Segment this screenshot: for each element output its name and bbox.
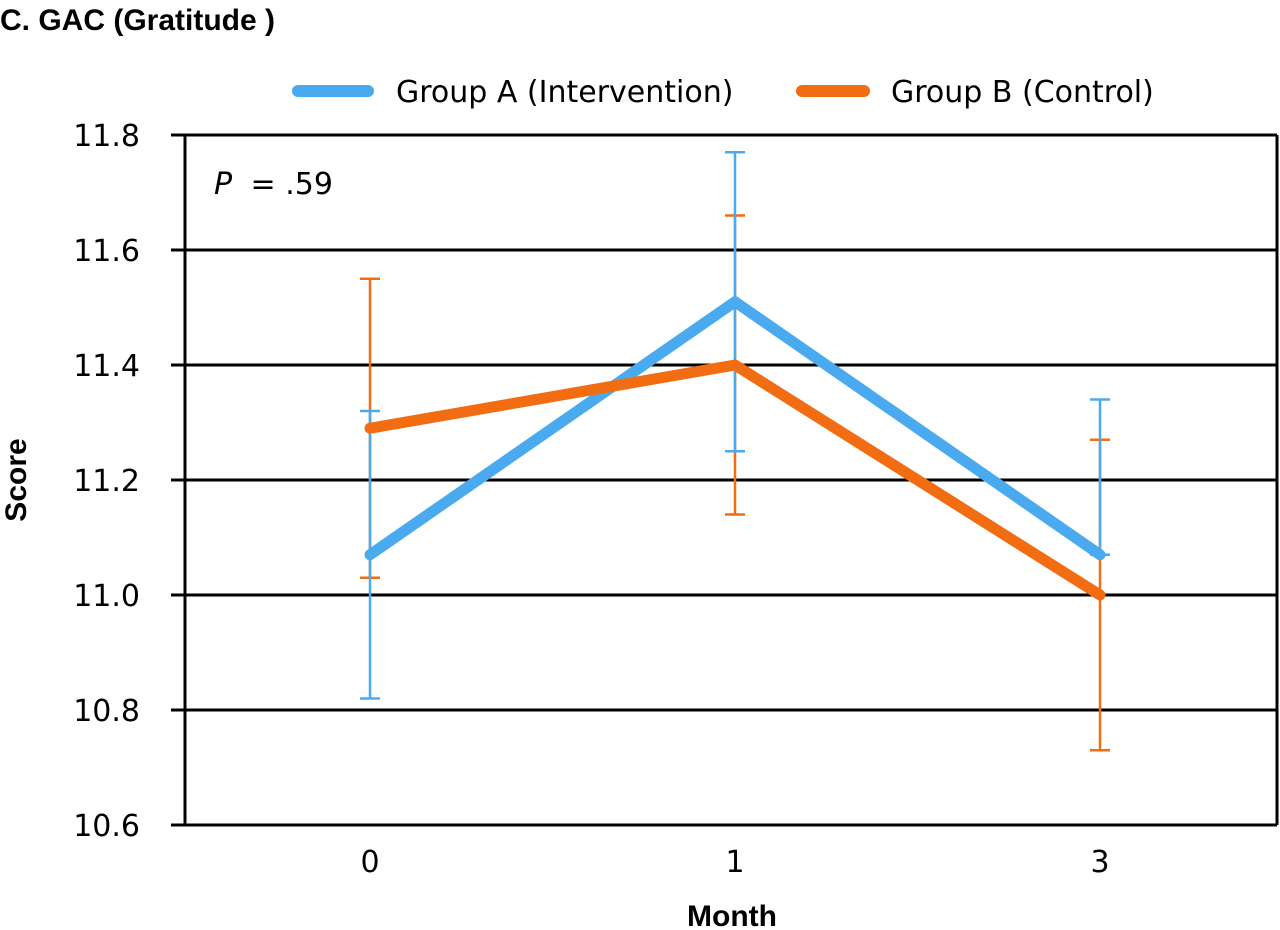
- y-tick-label: 11.6: [73, 234, 140, 269]
- p-symbol: P: [214, 167, 233, 202]
- y-tick-labels: 10.6 10.8 11.0 11.2 11.4 11.6 11.8: [73, 119, 140, 844]
- x-tick-label: 0: [360, 845, 379, 880]
- data-point: [734, 300, 736, 303]
- p-value-text: = .59: [251, 167, 333, 202]
- gridlines: [171, 133, 1277, 827]
- x-tick-label: 1: [725, 845, 744, 880]
- data-point: [1099, 594, 1101, 596]
- y-tick-label: 11.0: [73, 579, 140, 614]
- error-bars-series-0: [360, 151, 1110, 700]
- y-tick-label: 10.8: [73, 694, 140, 729]
- legend-label-group-b: Group B (Control): [891, 75, 1154, 110]
- y-tick-label: 10.6: [73, 809, 140, 844]
- series-layer: [360, 151, 1110, 752]
- y-tick-label: 11.8: [73, 119, 140, 154]
- data-point: [1099, 553, 1101, 556]
- chart-title: C. GAC (Gratitude ): [0, 4, 275, 37]
- data-point: [734, 364, 736, 366]
- y-tick-label: 11.2: [73, 464, 140, 499]
- x-axis-title: Month: [687, 900, 777, 930]
- x-tick-label: 3: [1090, 845, 1109, 880]
- data-point: [369, 427, 371, 430]
- data-point: [369, 553, 371, 556]
- legend: Group A (Intervention) Group B (Control): [292, 75, 1154, 110]
- y-tick-label: 11.4: [73, 349, 140, 384]
- p-value-annotation: P = .59: [214, 167, 333, 202]
- y-axis-title: Score: [0, 438, 33, 521]
- legend-label-group-a: Group A (Intervention): [396, 75, 733, 110]
- x-tick-labels: 0 1 3: [360, 845, 1109, 880]
